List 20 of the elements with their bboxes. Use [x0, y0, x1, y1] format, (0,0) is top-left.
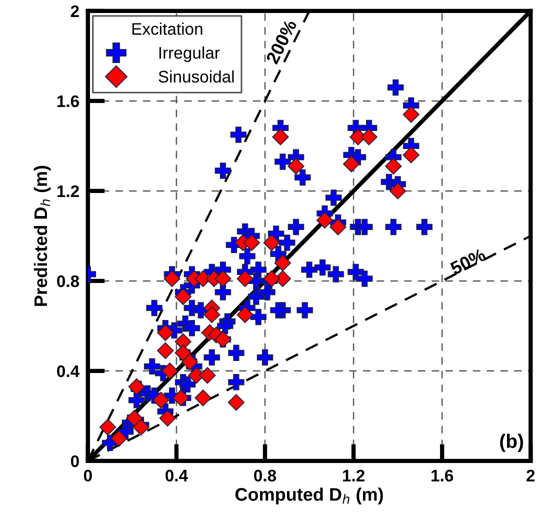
y-tick-label: 0	[70, 455, 79, 468]
y-tick-label: 1.6	[57, 95, 79, 108]
legend-label: Sinusoidal	[158, 70, 234, 83]
legend-label: Irregular	[159, 46, 220, 62]
y-tick-label: 2	[70, 5, 79, 17]
annotation: (b)	[500, 434, 524, 452]
x-axis-title: Computed D$_{h}$ (m)	[235, 488, 383, 504]
x-tick-label: 1.2	[343, 470, 364, 482]
y-tick-label: 1.2	[57, 185, 79, 197]
x-tick-label: 1.6	[432, 470, 454, 482]
x-tick-label: 2	[526, 470, 535, 482]
x-tick-label: 0.8	[254, 470, 276, 482]
annotation: 200%	[266, 18, 298, 65]
annotation: 50%	[449, 248, 487, 276]
y-tick-label: 0.8	[57, 275, 80, 288]
legend-title: Excitation	[132, 22, 202, 35]
x-tick-label: 0	[84, 470, 92, 482]
y-axis-title: Predicted D$_{h}$ (m)	[34, 166, 51, 306]
y-tick-label: 0.4	[57, 365, 80, 378]
x-tick-label: 0.4	[166, 470, 188, 482]
